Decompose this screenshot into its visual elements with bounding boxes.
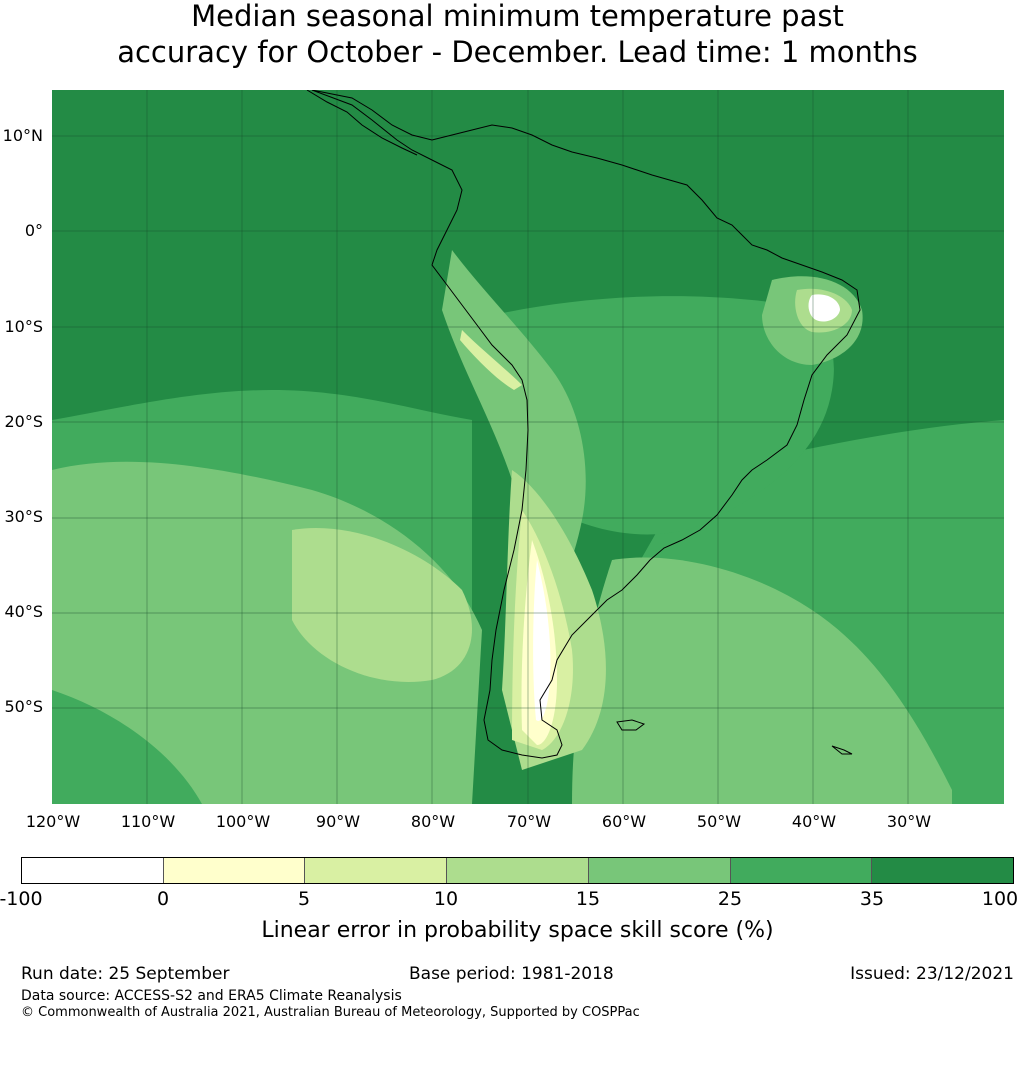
base-period: Base period: 1981-2018 bbox=[409, 964, 614, 984]
lon-label: 80°W bbox=[410, 812, 456, 831]
lon-label: 90°W bbox=[315, 812, 361, 831]
colorbar-segment bbox=[305, 858, 448, 883]
lat-label: 20°S bbox=[4, 412, 43, 431]
lon-label: 50°W bbox=[696, 812, 742, 831]
lon-label: 120°W bbox=[25, 812, 81, 831]
south-america-coastline bbox=[311, 90, 861, 759]
central-america-coastline bbox=[306, 90, 418, 156]
skill-region-below-0-northeast bbox=[808, 294, 840, 322]
colorbar-label: Linear error in probability space skill … bbox=[261, 918, 774, 943]
skill-region-15-25-south-atlantic bbox=[572, 557, 952, 804]
colorbar-tick: 0 bbox=[156, 888, 170, 910]
skill-region-5-10-andes bbox=[460, 330, 522, 390]
lat-label: 30°S bbox=[4, 507, 43, 526]
colorbar-segment bbox=[447, 858, 589, 883]
colorbar-segment bbox=[872, 858, 1014, 883]
issued-date: Issued: 23/12/2021 bbox=[850, 964, 1014, 984]
copyright: © Commonwealth of Australia 2021, Austra… bbox=[21, 1005, 640, 1020]
lon-label: 30°W bbox=[886, 812, 932, 831]
lat-label: 40°S bbox=[4, 602, 43, 621]
data-source: Data source: ACCESS-S2 and ERA5 Climate … bbox=[21, 988, 402, 1004]
colorbar-tick: 100 bbox=[981, 888, 1019, 910]
lat-label: 0° bbox=[24, 221, 43, 240]
lon-label: 110°W bbox=[120, 812, 176, 831]
colorbar-tick: 25 bbox=[717, 888, 743, 910]
colorbar-segment bbox=[22, 858, 164, 883]
lat-label: 10°N bbox=[2, 126, 43, 145]
skill-region-below-0-patagonia bbox=[533, 560, 551, 721]
map-title-line-2: accuracy for October - December. Lead ti… bbox=[117, 35, 918, 69]
colorbar-tick: 5 bbox=[297, 888, 311, 910]
lat-label: 50°S bbox=[4, 697, 43, 716]
south-georgia bbox=[831, 745, 853, 755]
colorbar-segment bbox=[163, 858, 306, 883]
run-date: Run date: 25 September bbox=[21, 964, 230, 984]
lon-label: 100°W bbox=[215, 812, 271, 831]
colorbar-segment bbox=[730, 858, 873, 883]
skill-score-map bbox=[52, 90, 1004, 804]
map-gridlines bbox=[52, 90, 1004, 804]
colorbar-tick: 10 bbox=[433, 888, 459, 910]
colorbar-segment bbox=[588, 858, 731, 883]
lon-label: 40°W bbox=[791, 812, 837, 831]
lon-label: 70°W bbox=[506, 812, 552, 831]
lon-label: 60°W bbox=[601, 812, 647, 831]
colorbar bbox=[21, 857, 1014, 884]
falkland-islands bbox=[616, 719, 646, 731]
colorbar-tick: 35 bbox=[859, 888, 885, 910]
colorbar-tick: -100 bbox=[0, 888, 43, 910]
map-title-line-1: Median seasonal minimum temperature past bbox=[191, 0, 844, 33]
colorbar-tick: 15 bbox=[575, 888, 601, 910]
lat-label: 10°S bbox=[4, 317, 43, 336]
